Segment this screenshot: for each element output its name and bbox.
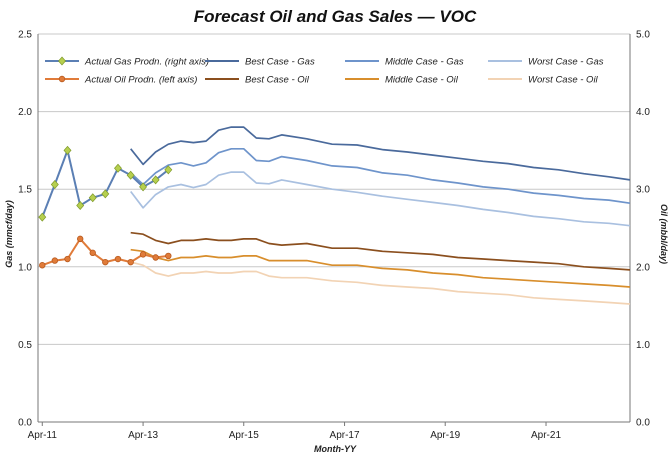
x-tick-label: Apr-11	[28, 430, 58, 441]
y-right-tick-label: 4.0	[636, 107, 650, 118]
axes: 0.0 0.5 1.0 1.5 2.0 2.5 0.0 1.0 2.0 3.0 4.0 5.0 Apr-…	[18, 30, 650, 442]
x-axis-label: Month-YY	[314, 444, 357, 454]
data-point	[50, 180, 59, 190]
legend-item: Best Case - Oil	[205, 75, 310, 86]
y-right-tick-label: 2.0	[636, 262, 650, 273]
legend-label: Middle Case - Oil	[385, 75, 459, 86]
y-axis-left-label: Gas (mmcf/day)	[4, 200, 14, 268]
legend-item: Best Case - Gas	[205, 57, 315, 68]
series-line	[130, 261, 631, 305]
y-right-tick-label: 5.0	[636, 30, 650, 41]
data-point	[151, 175, 160, 185]
data-point	[165, 252, 172, 260]
series-layer	[38, 126, 631, 305]
legend-item: Worst Case - Oil	[488, 75, 599, 86]
data-point	[101, 189, 110, 199]
legend-label: Best Case - Oil	[245, 75, 310, 86]
y-right-tick-label: 3.0	[636, 185, 650, 196]
data-point	[89, 249, 96, 257]
data-point	[39, 262, 46, 269]
data-point	[114, 255, 122, 263]
legend: Actual Gas Prodn. (right axis) Actual Oil…	[45, 56, 604, 86]
series-line	[130, 147, 631, 205]
data-point	[63, 145, 72, 155]
legend-label: Actual Oil Prodn. (left axis)	[84, 75, 197, 86]
data-point	[127, 258, 134, 266]
y-left-tick-label: 1.5	[18, 185, 32, 196]
legend-marker	[58, 75, 66, 83]
data-point	[139, 182, 148, 192]
y-left-tick-label: 0.0	[18, 418, 32, 429]
legend-label: Worst Case - Gas	[528, 57, 604, 68]
data-point	[51, 257, 59, 264]
x-tick-label: Apr-19	[430, 430, 460, 441]
data-point	[76, 235, 84, 243]
data-point	[139, 251, 147, 258]
legend-item: Actual Oil Prodn. (left axis)	[45, 75, 197, 86]
series-line	[130, 171, 631, 227]
series-line	[130, 126, 631, 181]
x-tick-label: Apr-13	[128, 430, 158, 441]
data-point	[64, 255, 71, 263]
data-point	[102, 258, 109, 266]
legend-item: Worst Case - Gas	[488, 57, 604, 68]
data-point	[88, 193, 97, 203]
grid	[38, 33, 630, 423]
x-tick-label: Apr-15	[229, 430, 259, 441]
legend-label: Middle Case - Gas	[385, 57, 464, 68]
x-tick-label: Apr-17	[330, 430, 360, 441]
x-tick-label: Apr-21	[531, 430, 561, 441]
data-point	[152, 254, 159, 261]
legend-item: Middle Case - Gas	[345, 57, 464, 68]
legend-label: Worst Case - Oil	[528, 75, 599, 86]
y-axis-right-label: Oil (mbbl/day)	[659, 204, 669, 264]
series-line	[130, 231, 631, 271]
y-left-tick-label: 2.5	[18, 30, 32, 41]
data-point	[76, 200, 85, 211]
y-right-tick-label: 1.0	[636, 340, 650, 351]
legend-marker	[58, 56, 66, 66]
data-point	[126, 170, 135, 180]
y-left-tick-label: 2.0	[18, 107, 32, 118]
legend-label: Best Case - Gas	[245, 57, 315, 68]
chart-title: Forecast Oil and Gas Sales — VOC	[194, 7, 477, 26]
series-line	[41, 149, 169, 218]
data-point	[114, 163, 122, 173]
y-left-tick-label: 1.0	[18, 262, 32, 273]
legend-item: Actual Gas Prodn. (right axis)	[45, 56, 209, 68]
y-right-tick-label: 0.0	[636, 418, 650, 429]
data-point	[38, 212, 47, 222]
y-left-tick-label: 0.5	[18, 340, 32, 351]
legend-item: Middle Case - Oil	[345, 75, 459, 86]
legend-label: Actual Gas Prodn. (right axis)	[84, 57, 209, 68]
data-point	[164, 165, 173, 175]
series-line	[130, 248, 631, 288]
